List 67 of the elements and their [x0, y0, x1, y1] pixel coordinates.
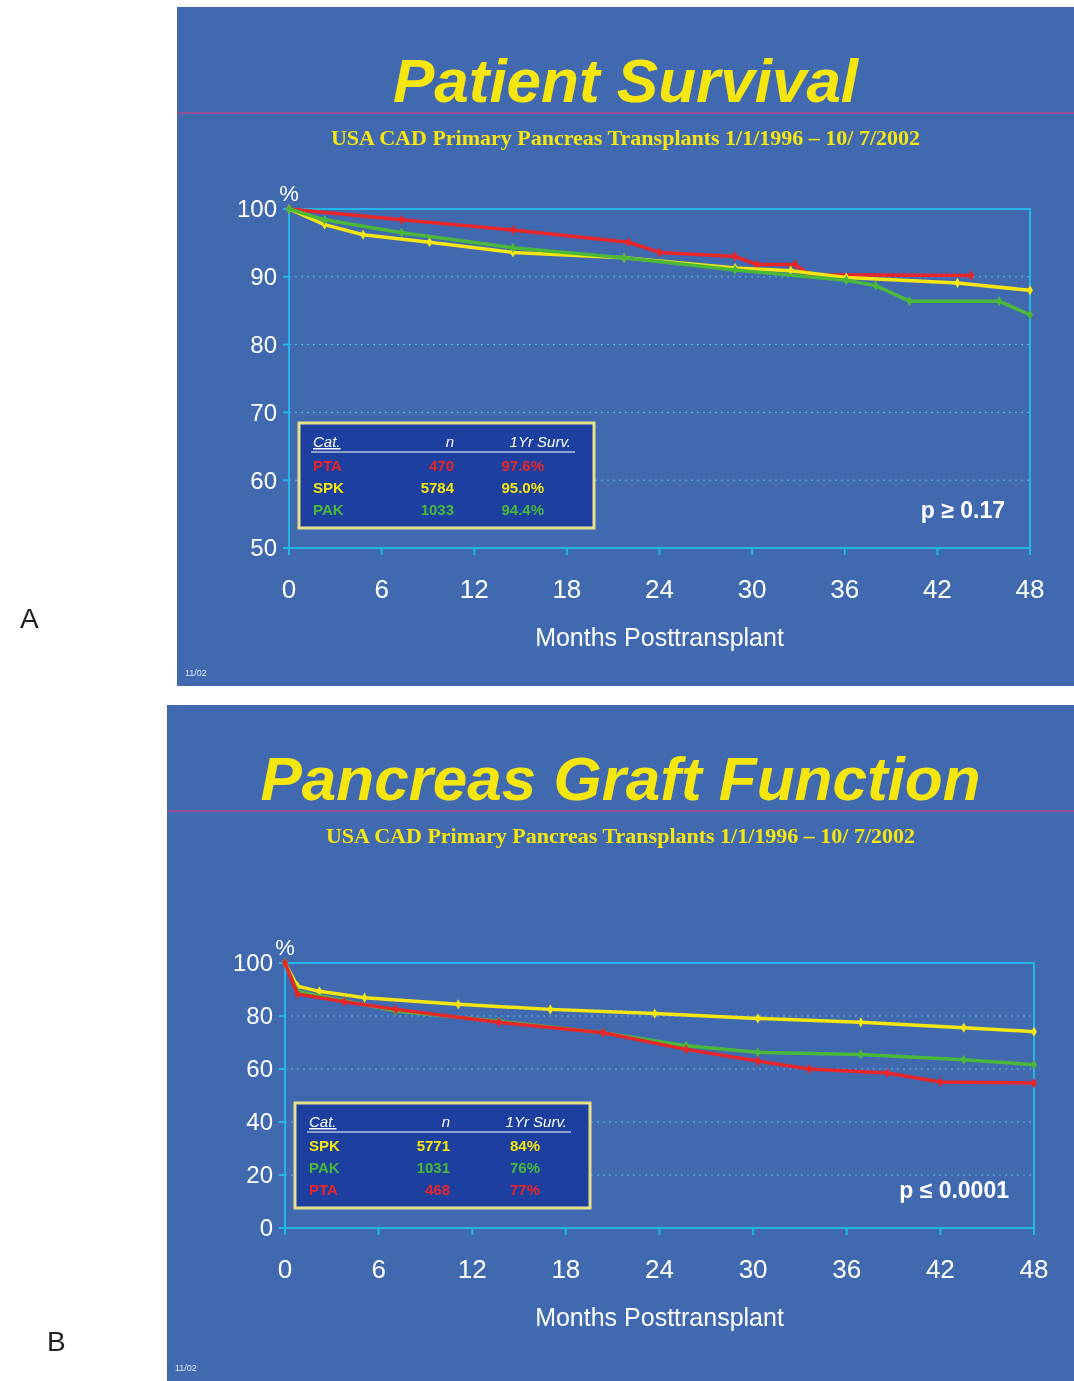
x-tick-label: 18 — [551, 1254, 581, 1284]
annotation: 97.6% — [501, 457, 544, 474]
annotation: Cat. — [313, 433, 341, 450]
x-tick-label: 48 — [1015, 574, 1045, 604]
chart-subtitle: USA CAD Primary Pancreas Transplants 1/1/1996 – 10/ 7/2002 — [325, 823, 916, 848]
y-tick-label: 40 — [246, 1108, 273, 1136]
y-tick-label: 100 — [232, 949, 273, 977]
y-tick-label: 50 — [250, 534, 277, 562]
text: B — [47, 1326, 66, 1357]
annotation: p ≥ 0.17 — [920, 497, 1005, 523]
annotation: 76% — [509, 1159, 540, 1176]
text: 11/02 — [185, 668, 207, 678]
annotation: 1031 — [416, 1159, 450, 1176]
annotation: Cat. — [309, 1113, 337, 1130]
chart-title: Patient Survival — [392, 46, 860, 115]
x-tick-label: 48 — [1019, 1254, 1049, 1284]
x-tick-label: 42 — [925, 1254, 955, 1284]
x-tick-label: 12 — [457, 1254, 487, 1284]
chart-title: Pancreas Graft Function — [260, 744, 981, 813]
y-tick-label: 80 — [246, 1002, 273, 1030]
annotation: 77% — [509, 1181, 540, 1198]
text: A — [20, 603, 39, 634]
x-tick-label: 36 — [830, 574, 860, 604]
x-tick-label: 18 — [552, 574, 582, 604]
annotation: 1033 — [420, 501, 454, 518]
annotation: 95.0% — [501, 479, 544, 496]
annotation: n — [445, 433, 454, 450]
chart-subtitle: USA CAD Primary Pancreas Transplants 1/1/1996 – 10/ 7/2002 — [330, 125, 921, 150]
text: PAK — [309, 1159, 340, 1176]
text: PTA — [309, 1181, 339, 1198]
x-tick-label: 30 — [737, 574, 767, 604]
x-tick-label: 24 — [645, 574, 674, 604]
x-tick-label: 0 — [281, 574, 297, 604]
annotation: n — [441, 1113, 450, 1130]
y-tick-label: 100 — [236, 195, 277, 223]
x-tick-label: 42 — [922, 574, 952, 604]
annotation: 468 — [424, 1181, 450, 1198]
annotation: 94.4% — [501, 501, 544, 518]
annotation: 1Yr Surv. — [509, 433, 571, 450]
annotation: 1Yr Surv. — [505, 1113, 567, 1130]
text: PTA — [313, 457, 343, 474]
y-tick-label: 70 — [250, 398, 277, 426]
x-tick-label: 6 — [371, 1254, 386, 1284]
annotation: 5771 — [416, 1137, 450, 1154]
text: SPK — [313, 479, 345, 496]
x-tick-label: 24 — [645, 1254, 674, 1284]
y-axis-title: % — [275, 935, 295, 960]
x-axis-title: Months Posttransplant — [535, 1303, 784, 1331]
x-tick-label: 36 — [832, 1254, 862, 1284]
text: 11/02 — [175, 1363, 197, 1373]
annotation: 470 — [428, 457, 454, 474]
x-tick-label: 12 — [459, 574, 489, 604]
x-axis-title: Months Posttransplant — [535, 623, 784, 651]
y-tick-label: 80 — [250, 331, 277, 358]
annotation: 84% — [509, 1137, 540, 1154]
y-tick-label: 20 — [246, 1161, 273, 1189]
y-tick-label: 60 — [246, 1055, 273, 1083]
text: PAK — [313, 501, 344, 518]
annotation: 5784 — [420, 479, 455, 496]
x-tick-label: 6 — [374, 574, 389, 604]
x-tick-label: 30 — [738, 1254, 768, 1284]
y-tick-label: 60 — [250, 466, 277, 494]
y-axis-title: % — [279, 181, 299, 206]
y-tick-label: 0 — [259, 1214, 273, 1242]
text: SPK — [309, 1137, 341, 1154]
y-tick-label: 90 — [250, 263, 277, 291]
annotation: p ≤ 0.0001 — [899, 1177, 1010, 1203]
